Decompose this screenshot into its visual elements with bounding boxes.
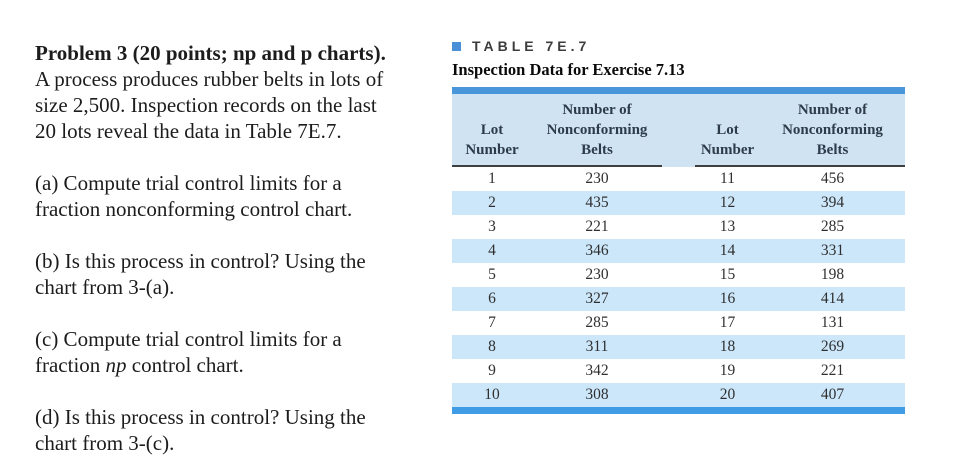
table-row: 5 230 15 198: [452, 263, 905, 287]
cell-belts-right: 269: [820, 338, 845, 355]
problem-part-b: (b) Is this process in control? Using th…: [35, 248, 386, 300]
cell-belts-right: 407: [820, 386, 845, 403]
table-label-row: TABLE 7E.7: [452, 38, 905, 54]
problem-title: Problem 3 (20 points; np and p charts).: [35, 41, 386, 65]
table-section: TABLE 7E.7 Inspection Data for Exercise …: [452, 38, 905, 414]
table-row: 2 435 12 394: [452, 191, 905, 215]
cell-belts-left: 342: [585, 362, 609, 379]
problem-part-c: (c) Compute trial control limits for a f…: [35, 326, 386, 378]
cell-belts-right: 285: [820, 218, 845, 235]
table-row: 10 308 20 407: [452, 383, 905, 407]
cell-belts-left: 308: [585, 386, 609, 403]
table-row: 7 285 17 131: [452, 311, 905, 335]
cell-lot-left: 2: [488, 194, 496, 211]
cell-belts-left: 327: [585, 290, 609, 307]
cell-belts-left: 230: [585, 170, 609, 187]
row-spacer: [662, 215, 695, 239]
header-cell-belts-right: Number of Nonconforming Belts: [782, 102, 883, 158]
part-c-np-italic: np: [105, 353, 127, 377]
cell-belts-right: 456: [820, 170, 845, 187]
table-row: 1 230 11 456: [452, 167, 905, 191]
cell-belts-left: 230: [585, 266, 609, 283]
row-spacer: [662, 335, 695, 359]
cell-lot-right: 15: [719, 266, 736, 283]
table-row: 9 342 19 221: [452, 359, 905, 383]
part-d-text: (d) Is this process in control? Using th…: [35, 405, 366, 455]
cell-lot-right: 14: [719, 242, 736, 259]
table-top-bar: [452, 87, 905, 94]
cell-belts-left: 221: [585, 218, 609, 235]
table-row: 3 221 13 285: [452, 215, 905, 239]
cell-belts-right: 331: [820, 242, 845, 259]
table-row: 8 311 18 269: [452, 335, 905, 359]
cell-belts-left: 435: [585, 194, 609, 211]
header-cell-lot-right: Lot Number: [700, 122, 755, 158]
cell-lot-left: 8: [488, 338, 496, 355]
table-label: TABLE 7E.7: [472, 38, 591, 54]
cell-lot-right: 19: [719, 362, 736, 379]
cell-lot-right: 11: [720, 170, 735, 187]
row-spacer: [662, 167, 695, 191]
row-spacer: [662, 287, 695, 311]
cell-belts-left: 285: [585, 314, 609, 331]
cell-belts-right: 221: [820, 362, 845, 379]
cell-belts-right: 414: [820, 290, 845, 307]
cell-lot-right: 18: [719, 338, 736, 355]
header-cell-belts-left: Number of Nonconforming Belts: [546, 102, 648, 158]
cell-lot-right: 12: [719, 194, 736, 211]
problem-intro-paragraph: Problem 3 (20 points; np and p charts). A…: [35, 40, 386, 144]
cell-belts-left: 311: [585, 338, 609, 355]
square-bullet-icon: [452, 41, 461, 51]
row-spacer: [662, 263, 695, 287]
table-caption: Inspection Data for Exercise 7.13: [452, 60, 685, 79]
cell-lot-right: 16: [719, 290, 736, 307]
cell-lot-left: 3: [488, 218, 496, 235]
cell-lot-left: 5: [488, 266, 496, 283]
part-c-text-post: control chart.: [126, 353, 244, 377]
cell-lot-left: 6: [488, 290, 496, 307]
cell-lot-right: 20: [719, 386, 736, 403]
table-bottom-bar: [452, 407, 905, 414]
header-cell-lot-left: Lot Number: [465, 122, 519, 158]
cell-lot-left: 9: [488, 362, 496, 379]
problem-statement: Problem 3 (20 points; np and p charts). A…: [35, 40, 386, 456]
header-underline-row: [452, 165, 905, 167]
row-spacer: [662, 383, 695, 407]
cell-belts-left: 346: [585, 242, 609, 259]
header-underline-left: [452, 165, 662, 167]
problem-part-a: (a) Compute trial control limits for a f…: [35, 170, 386, 222]
cell-lot-left: 10: [484, 386, 500, 403]
part-a-text: (a) Compute trial control limits for a f…: [35, 171, 353, 221]
row-spacer: [662, 239, 695, 263]
cell-lot-right: 13: [719, 218, 736, 235]
cell-lot-left: 4: [488, 242, 496, 259]
cell-lot-right: 17: [719, 314, 736, 331]
header-spacer: [662, 100, 695, 160]
table-row: 6 327 16 414: [452, 287, 905, 311]
part-b-text: (b) Is this process in control? Using th…: [35, 249, 366, 299]
table-header: Lot Number Number of Nonconforming Belts…: [452, 94, 905, 167]
cell-belts-right: 131: [820, 314, 845, 331]
part-c-text-pre: (c) Compute trial control limits for a f…: [35, 327, 342, 377]
cell-lot-left: 7: [488, 314, 496, 331]
row-spacer: [662, 311, 695, 335]
header-underline-right: [695, 165, 905, 167]
table-row: 4 346 14 331: [452, 239, 905, 263]
table-body: 1 230 11 456 2 435 12 394 3 221 13 285: [452, 167, 905, 407]
table-header-row: Lot Number Number of Nonconforming Belts…: [452, 100, 905, 160]
problem-part-d: (d) Is this process in control? Using th…: [35, 404, 386, 456]
problem-intro-text: A process produces rubber belts in lots …: [35, 67, 384, 143]
row-spacer: [662, 191, 695, 215]
cell-belts-right: 394: [820, 194, 845, 211]
cell-belts-right: 198: [820, 266, 845, 283]
cell-lot-left: 1: [488, 170, 496, 187]
row-spacer: [662, 359, 695, 383]
